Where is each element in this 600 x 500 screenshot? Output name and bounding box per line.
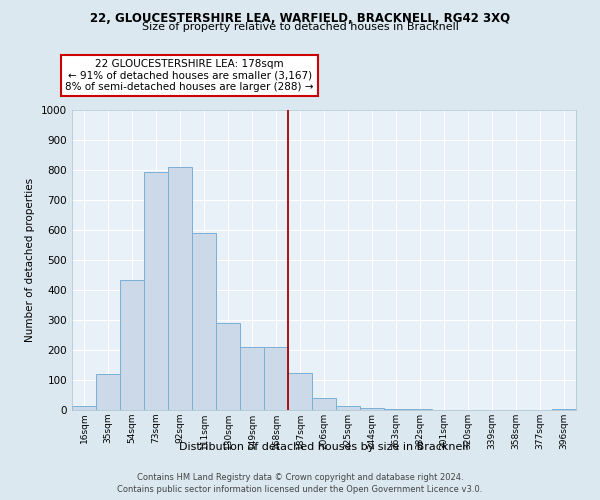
Bar [384,409,408,410]
Text: Contains public sector information licensed under the Open Government Licence v3: Contains public sector information licen… [118,485,482,494]
Bar [72,406,96,410]
Bar [336,406,360,410]
Text: Size of property relative to detached houses in Bracknell: Size of property relative to detached ho… [142,22,458,32]
Bar [96,374,120,410]
Bar [216,323,240,410]
Bar [144,172,168,410]
Y-axis label: Number of detached properties: Number of detached properties [25,178,35,342]
Text: 22 GLOUCESTERSHIRE LEA: 178sqm
← 91% of detached houses are smaller (3,167)
8% o: 22 GLOUCESTERSHIRE LEA: 178sqm ← 91% of … [65,59,314,92]
Bar [168,167,192,410]
Bar [192,233,216,410]
Bar [552,408,576,410]
Text: Distribution of detached houses by size in Bracknell: Distribution of detached houses by size … [179,442,469,452]
Text: 22, GLOUCESTERSHIRE LEA, WARFIELD, BRACKNELL, RG42 3XQ: 22, GLOUCESTERSHIRE LEA, WARFIELD, BRACK… [90,12,510,26]
Bar [264,347,288,410]
Bar [312,398,336,410]
Bar [360,408,384,410]
Text: Contains HM Land Registry data © Crown copyright and database right 2024.: Contains HM Land Registry data © Crown c… [137,472,463,482]
Bar [120,280,144,410]
Bar [240,347,264,410]
Bar [288,372,312,410]
